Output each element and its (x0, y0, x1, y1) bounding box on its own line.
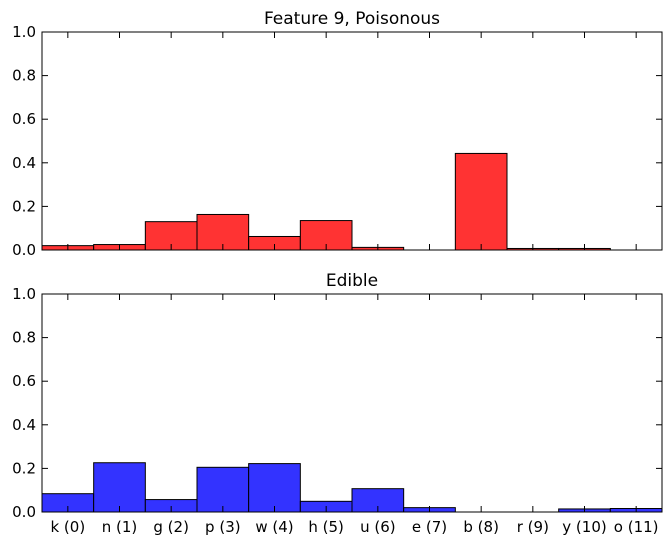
chart-title-1: Edible (326, 271, 378, 291)
bar-edible-4 (248, 463, 301, 513)
y-tick-label-0-3: 0.6 (12, 110, 36, 128)
y-tick-label-1-0: 0.0 (12, 503, 36, 521)
x-tick-label-3: p (3) (205, 518, 241, 536)
x-tick-label-1: n (1) (102, 518, 138, 536)
x-tick-label-2: g (2) (153, 518, 189, 536)
y-tick-label-0-4: 0.8 (12, 67, 36, 85)
y-tick-label-0-1: 0.2 (12, 197, 36, 215)
y-tick-label-1-5: 1.0 (12, 285, 36, 303)
x-tick-label-5: h (5) (308, 518, 344, 536)
bar-edible-1 (93, 462, 146, 513)
bar-poisonous-8 (454, 152, 508, 251)
y-tick-label-0-2: 0.4 (12, 154, 36, 172)
x-tick-label-8: b (8) (463, 518, 499, 536)
y-tick-label-1-4: 0.8 (12, 329, 36, 347)
bar-edible-3 (196, 466, 250, 513)
y-tick-label-1-3: 0.6 (12, 372, 36, 390)
x-tick-label-10: y (10) (562, 518, 606, 536)
y-tick-label-0-5: 1.0 (12, 23, 36, 41)
x-tick-label-11: o (11) (614, 518, 659, 536)
y-tick-label-1-2: 0.4 (12, 416, 36, 434)
y-tick-label-1-1: 0.2 (12, 459, 36, 477)
x-tick-label-0: k (0) (50, 518, 85, 536)
y-tick-label-0-0: 0.0 (12, 241, 36, 259)
x-tick-label-7: e (7) (412, 518, 447, 536)
x-tick-label-6: u (6) (360, 518, 396, 536)
chart-title-0: Feature 9, Poisonous (264, 9, 440, 29)
x-tick-label-9: r (9) (517, 518, 549, 536)
axes-frame-1 (41, 293, 663, 513)
x-tick-label-4: w (4) (255, 518, 293, 536)
axes-frame-0 (41, 31, 663, 251)
